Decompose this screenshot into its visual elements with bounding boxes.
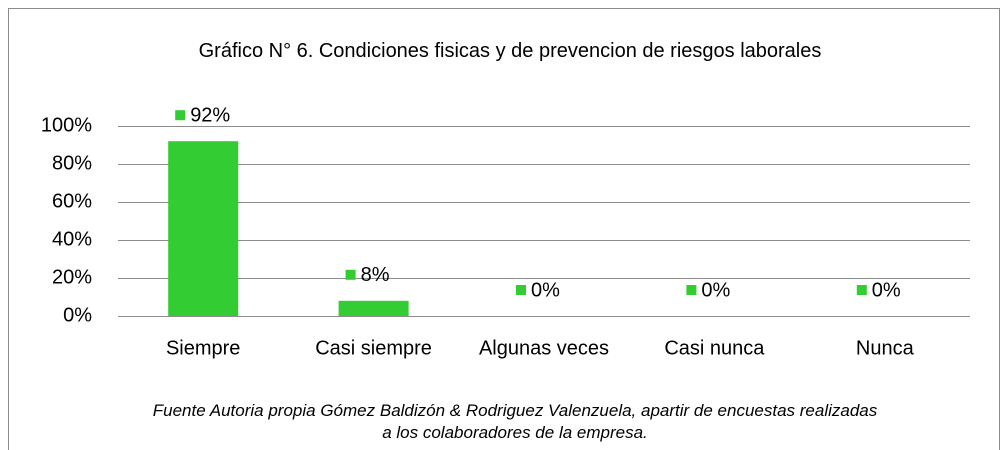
y-tick-label: 20% [52,266,92,288]
chart-title: Gráfico N° 6. Condiciones fisicas y de p… [198,40,822,62]
bar [338,300,409,316]
x-tick-label: Casi siempre [315,337,432,359]
x-tick-label: Casi nunca [664,337,765,359]
source-note: Fuente Autoria propia Gómez Baldizón & R… [152,401,878,442]
y-tick-label: 0% [63,304,92,326]
y-tick-label: 100% [41,114,92,136]
data-label: 8% [361,264,390,286]
label-key [686,285,697,295]
data-label: 92% [190,104,230,126]
data-label: 0% [872,279,901,301]
x-tick-label: Siempre [166,337,240,359]
y-tick-label: 40% [52,228,92,250]
data-label: 0% [531,279,560,301]
label-key [856,285,867,295]
chart-border [8,8,1000,450]
label-key [175,110,186,121]
label-key [516,285,526,295]
bar [168,141,239,316]
y-tick-label: 60% [52,190,92,212]
x-tick-label: Nunca [856,337,915,359]
label-key [345,269,356,280]
x-tick-label: Algunas veces [479,337,609,359]
y-tick-label: 80% [52,152,92,174]
data-label: 0% [701,279,730,301]
